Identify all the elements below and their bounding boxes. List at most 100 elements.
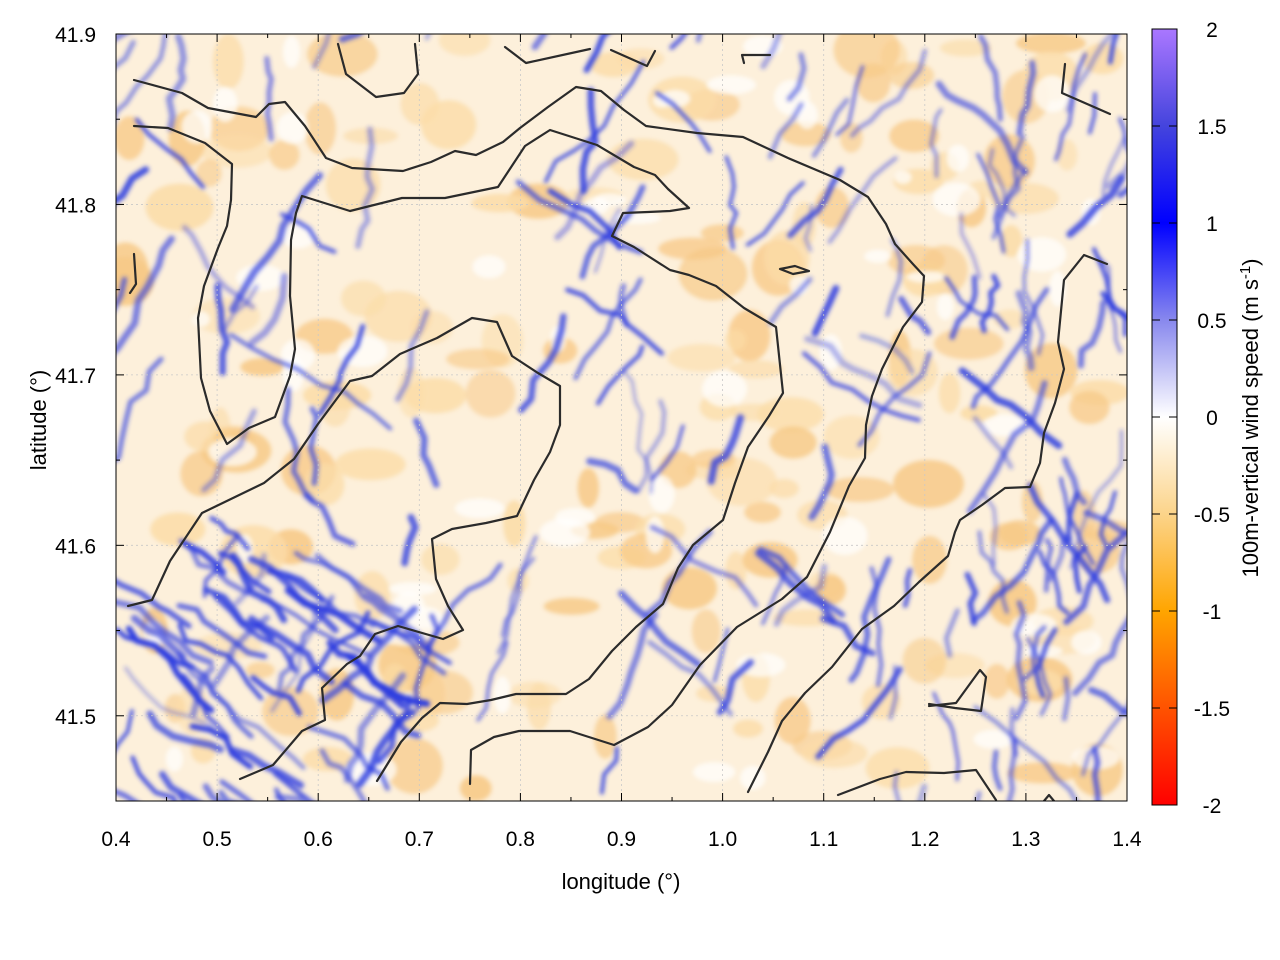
negative-patch	[757, 397, 825, 432]
colorbar-tick-label: -1.5	[1194, 698, 1230, 721]
positive-streak	[303, 492, 356, 547]
negative-patch	[769, 426, 817, 459]
positive-streak	[116, 356, 164, 462]
contour-line	[128, 252, 138, 295]
positive-streak	[229, 552, 288, 624]
colorbar-label-end: )	[1238, 258, 1263, 265]
positive-streak	[476, 640, 509, 722]
positive-streak	[1015, 289, 1035, 372]
positive-streak	[622, 370, 654, 494]
positive-streak	[501, 535, 538, 638]
positive-streak	[214, 282, 231, 376]
positive-streak	[935, 80, 1029, 176]
x-tick-label: 1.1	[809, 828, 838, 851]
neutral-patch	[789, 275, 809, 295]
negative-patch	[960, 405, 998, 422]
negative-patch	[764, 230, 810, 285]
positive-streak	[218, 789, 238, 801]
positive-streak	[1081, 703, 1127, 777]
positive-streak	[1027, 482, 1111, 604]
plot-area	[76, 33, 1128, 802]
negative-patch	[678, 247, 748, 301]
contour-line	[1042, 793, 1056, 801]
positive-streak	[76, 101, 112, 171]
positive-streak	[811, 284, 840, 337]
positive-streak	[219, 779, 253, 801]
positive-streak	[125, 625, 215, 714]
negative-patch	[983, 663, 1010, 699]
neutral-patch	[539, 518, 591, 547]
positive-streak	[209, 515, 251, 552]
positive-streak	[647, 639, 733, 717]
positive-streak	[91, 377, 104, 494]
negative-patch	[999, 520, 1041, 547]
positive-streak	[974, 790, 982, 801]
positive-streak	[1101, 136, 1126, 197]
positive-streak	[223, 284, 259, 331]
positive-streak	[827, 156, 898, 245]
positive-streak	[1061, 676, 1071, 722]
positive-streak	[496, 556, 536, 655]
positive-streak	[745, 181, 805, 247]
contour-line	[740, 53, 772, 65]
positive-streak	[250, 675, 302, 717]
positive-streak	[1083, 509, 1127, 536]
positive-streak	[991, 134, 1026, 240]
x-tick-label: 0.6	[304, 828, 333, 851]
y-tick-label: 41.9	[55, 24, 96, 47]
negative-patch	[438, 34, 491, 56]
positive-streak	[949, 274, 978, 340]
positive-streak	[134, 117, 205, 189]
y-axis-label: latitude (°)	[26, 370, 51, 471]
negative-patch	[773, 609, 840, 627]
colorbar-ticks: 2 1.5 1 0.5 0 -0.5 -1 -1.5 -2	[1152, 19, 1230, 818]
y-tick-label: 41.5	[55, 706, 96, 729]
negative-patch	[938, 373, 961, 414]
positive-streak	[787, 166, 844, 239]
negative-patch	[889, 119, 939, 153]
positive-streak	[1022, 625, 1047, 682]
colorbar-tick-label: 2	[1206, 19, 1218, 42]
neutral-patch	[472, 255, 506, 279]
positive-streak	[314, 552, 404, 614]
positive-streak	[343, 672, 407, 784]
neutral-patch	[593, 193, 627, 207]
positive-streak	[755, 549, 837, 625]
neutral-patch	[692, 762, 736, 783]
negative-patch	[459, 775, 492, 801]
positive-streak	[649, 424, 685, 482]
colorbar-tick-label: 1.5	[1197, 116, 1226, 139]
positive-streak	[600, 746, 619, 795]
neutral-patch	[652, 93, 671, 108]
x-tick-label: 0.7	[405, 828, 434, 851]
positive-streak	[307, 724, 390, 791]
positive-streak	[973, 705, 1079, 801]
positive-streak	[317, 323, 366, 416]
positive-streak	[264, 55, 274, 142]
negative-patch	[825, 477, 895, 502]
positive-streak	[655, 91, 712, 153]
neutral-patch	[276, 111, 309, 144]
positive-streak	[116, 599, 214, 666]
negative-patch	[667, 344, 736, 372]
negative-patch	[1071, 490, 1096, 539]
contour-line	[1060, 62, 1112, 116]
positive-streak	[159, 770, 202, 801]
contour-line	[778, 264, 811, 276]
positive-streak	[116, 235, 175, 355]
neutral-patch	[493, 676, 511, 714]
positive-streak	[1047, 534, 1068, 582]
positive-streak	[282, 387, 315, 503]
positive-streak	[583, 34, 610, 73]
positive-streak	[573, 277, 643, 381]
neutral-patch	[1033, 75, 1071, 113]
neutral-patch	[212, 86, 238, 123]
positive-streak	[248, 555, 339, 634]
positive-streak	[773, 563, 828, 627]
positive-streak	[401, 513, 419, 567]
positive-streak	[202, 783, 224, 801]
y-tick-label: 41.6	[55, 535, 96, 558]
positive-streak	[1016, 59, 1037, 137]
positive-streak	[1033, 627, 1058, 699]
neutral-patch	[282, 35, 301, 69]
